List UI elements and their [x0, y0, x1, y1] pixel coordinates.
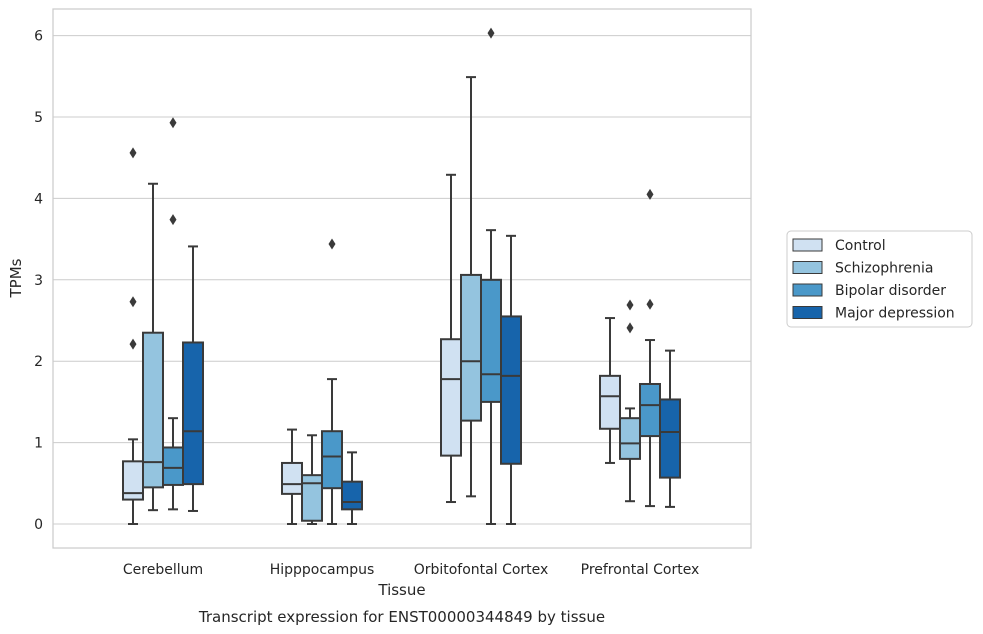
box-major-depression	[182, 245, 204, 512]
y-tick-label: 6	[34, 29, 43, 45]
box	[599, 374, 621, 430]
x-tick-label: Hipppocampus	[270, 562, 375, 578]
box	[142, 331, 164, 489]
legend-item: Major depression	[792, 306, 955, 322]
y-tick-label: 4	[34, 191, 43, 207]
box	[281, 461, 303, 495]
box-bipolar-disorder	[321, 238, 343, 525]
box	[639, 382, 661, 438]
box-major-depression	[341, 451, 363, 525]
box	[301, 474, 323, 522]
box-major-depression	[659, 349, 681, 508]
x-tick-label: Prefrontal Cortex	[581, 562, 700, 578]
box	[460, 273, 482, 422]
y-tick-label: 5	[34, 110, 43, 126]
box	[341, 480, 363, 511]
box-bipolar-disorder	[480, 27, 502, 525]
legend-label: Major depression	[835, 306, 955, 322]
box-schizophrenia	[619, 299, 641, 503]
box	[321, 430, 343, 490]
outlier-point	[129, 296, 137, 308]
box	[440, 338, 462, 457]
box-schizophrenia	[301, 434, 323, 525]
box	[659, 398, 681, 479]
x-tick-label: Orbitofontal Cortex	[414, 562, 549, 578]
outlier-point	[626, 322, 634, 334]
outlier-point	[487, 27, 495, 39]
y-tick-label: 2	[34, 354, 43, 370]
outlier-point	[129, 147, 137, 159]
box-bipolar-disorder	[639, 188, 661, 508]
x-axis-title: Tissue	[377, 581, 425, 599]
y-tick-label: 1	[34, 436, 43, 452]
legend-swatch	[792, 238, 823, 252]
box	[500, 315, 522, 465]
box-control	[599, 317, 621, 464]
legend-swatch	[792, 283, 823, 297]
legend-item: Bipolar disorder	[792, 283, 946, 299]
x-tick-label: Cerebellum	[123, 562, 203, 578]
box-control	[281, 428, 303, 525]
y-tick-label: 0	[34, 517, 43, 533]
outlier-point	[169, 117, 177, 129]
outlier-point	[169, 214, 177, 226]
boxes	[122, 27, 681, 525]
legend-label: Schizophrenia	[835, 261, 933, 277]
outlier-point	[646, 298, 654, 310]
box-schizophrenia	[460, 76, 482, 498]
box	[619, 417, 641, 460]
box	[480, 278, 502, 403]
plot-area	[52, 8, 752, 549]
outlier-point	[328, 238, 336, 250]
box-control	[122, 147, 144, 525]
legend-frame	[786, 230, 973, 328]
grid	[53, 35, 751, 525]
legend-label: Bipolar disorder	[835, 283, 946, 299]
outlier-point	[129, 338, 137, 350]
y-tick-label: 3	[34, 273, 43, 289]
y-axis: 0 1 2 3 4 5 6	[34, 29, 43, 533]
legend-item: Control	[792, 238, 886, 254]
x-axis: Cerebellum Hipppocampus Orbitofontal Corte…	[123, 562, 699, 578]
outlier-point	[646, 188, 654, 200]
y-axis-title: TPMs	[7, 258, 25, 298]
chart-caption: Transcript expression for ENST0000034484…	[198, 608, 605, 626]
legend: Control Schizophrenia Bipolar disorder Majo…	[786, 230, 973, 328]
box-bipolar-disorder	[162, 117, 184, 511]
legend-item: Schizophrenia	[792, 261, 933, 277]
outlier-point	[626, 299, 634, 311]
box-control	[440, 173, 462, 504]
box	[162, 446, 184, 486]
box-major-depression	[500, 234, 522, 525]
legend-label: Control	[835, 238, 886, 254]
box-schizophrenia	[142, 182, 164, 512]
legend-swatch	[792, 261, 823, 274]
box	[182, 341, 204, 486]
legend-swatch	[792, 306, 823, 319]
